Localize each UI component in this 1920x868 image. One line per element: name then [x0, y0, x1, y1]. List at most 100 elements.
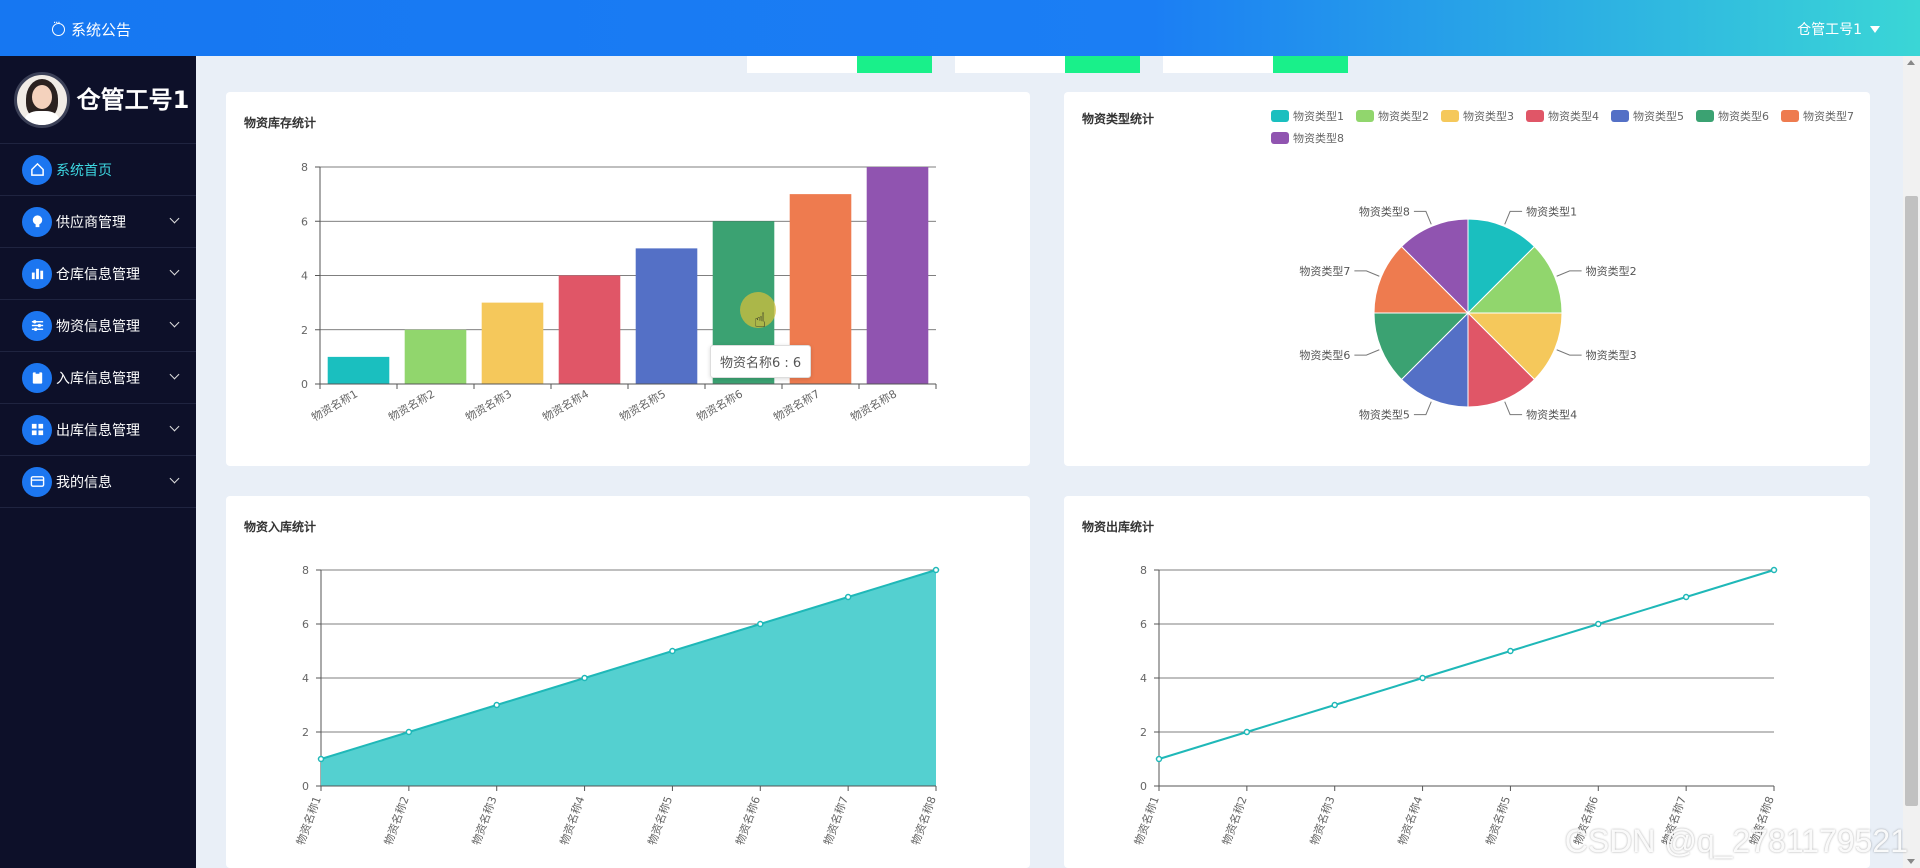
series-line	[1158, 569, 1775, 760]
sidebar-nav: 系统首页供应商管理仓库信息管理物资信息管理入库信息管理出库信息管理我的信息	[0, 144, 196, 508]
profile-name: 仓管工号1	[76, 85, 190, 114]
x-tick-label: 物资名称4	[540, 386, 591, 424]
data-point[interactable]	[317, 755, 325, 763]
x-tick-label: 物资名称2	[386, 386, 437, 424]
scroll-down-icon[interactable]	[1907, 859, 1915, 864]
x-tick-label: 物资名称7	[771, 386, 822, 424]
pie-slice[interactable]	[1467, 218, 1536, 315]
data-point[interactable]	[669, 647, 676, 655]
sidebar-item-label: 供应商管理	[56, 214, 126, 231]
pie-slice[interactable]	[1373, 312, 1470, 381]
legend-item[interactable]: 物资类型5	[1611, 109, 1684, 123]
bar[interactable]	[481, 302, 544, 384]
y-tick-label: 2	[301, 324, 308, 337]
system-notice-label: 系统公告	[71, 21, 132, 39]
avatar	[14, 71, 70, 128]
legend-item[interactable]: 物资类型3	[1441, 109, 1514, 123]
sidebar-item[interactable]: 入库信息管理	[0, 352, 196, 404]
data-point[interactable]	[844, 593, 852, 601]
pie-slice[interactable]	[1400, 218, 1469, 315]
pie-slice[interactable]	[1467, 311, 1536, 408]
pie-slice[interactable]	[1373, 245, 1470, 314]
x-tick-label: 物资名称1	[309, 386, 360, 424]
data-point[interactable]	[493, 701, 500, 709]
legend-item[interactable]: 物资类型7	[1781, 109, 1854, 123]
pie-label: 物资类型7	[1299, 264, 1350, 278]
x-tick-label: 物资名称4	[557, 794, 588, 847]
data-point[interactable]	[1331, 701, 1338, 709]
bar[interactable]	[635, 248, 698, 384]
legend-item[interactable]: 物资类型1	[1271, 109, 1344, 123]
y-tick-label: 4	[301, 270, 308, 283]
data-point[interactable]	[581, 674, 588, 682]
sidebar-item-label: 系统首页	[56, 162, 112, 179]
scrollbar-thumb[interactable]	[1905, 196, 1918, 806]
legend-swatch	[1526, 110, 1544, 122]
pie-label: 物资类型4	[1526, 408, 1577, 422]
bar-chart-icon	[22, 258, 52, 289]
inventory-chart-title: 物资库存统计	[244, 116, 317, 130]
system-notice-link[interactable]: 系统公告	[52, 18, 132, 40]
legend-item[interactable]: 物资类型2	[1356, 109, 1429, 123]
bulb-icon	[22, 206, 52, 237]
data-point[interactable]	[932, 566, 940, 574]
sidebar-item[interactable]: 物资信息管理	[0, 300, 196, 352]
legend-swatch	[1781, 110, 1799, 122]
data-point[interactable]	[405, 728, 413, 736]
legend-label: 物资类型2	[1378, 109, 1429, 123]
sidebar-item-label: 出库信息管理	[56, 422, 140, 439]
pie-label-line	[1504, 401, 1523, 416]
sliders-icon	[22, 310, 52, 341]
legend-label: 物资类型4	[1548, 109, 1599, 123]
outbound-chart-title: 物资出库统计	[1082, 520, 1155, 534]
legend-label: 物资类型7	[1803, 109, 1854, 123]
data-point[interactable]	[1419, 674, 1426, 682]
x-tick-label: 物资名称1	[293, 794, 324, 847]
legend-swatch	[1611, 110, 1629, 122]
pie-label: 物资类型2	[1586, 264, 1637, 278]
sidebar-item[interactable]: 出库信息管理	[0, 404, 196, 456]
sidebar-item[interactable]: 系统首页	[0, 144, 196, 196]
data-point[interactable]	[1595, 620, 1602, 628]
data-point[interactable]	[757, 620, 764, 628]
data-point[interactable]	[1507, 647, 1514, 655]
user-menu[interactable]: 仓管工号1	[1797, 19, 1880, 39]
data-point[interactable]	[1770, 566, 1778, 574]
sidebar-item[interactable]: 仓库信息管理	[0, 248, 196, 300]
caret-down-icon	[1870, 25, 1880, 33]
page-scrollbar[interactable]	[1903, 56, 1920, 868]
x-tick-label: 物资名称5	[617, 386, 668, 424]
bar[interactable]	[866, 167, 929, 384]
inbound-chart-title: 物资入库统计	[244, 520, 317, 534]
x-tick-label: 物资名称5	[645, 794, 676, 847]
pie-label-line	[1413, 401, 1432, 416]
data-point[interactable]	[1243, 728, 1251, 736]
hover-highlight	[740, 292, 776, 328]
bar[interactable]	[327, 356, 390, 384]
outbound-chart-card: 物资出库统计 0 2 4 6 8 物资名称1 物资名称2 物资名称3 物资名称4 物资名称5 物资名…	[1064, 496, 1870, 868]
legend-item[interactable]: 物资类型6	[1696, 109, 1769, 123]
message-icon	[52, 18, 65, 36]
sidebar-item-label: 物资信息管理	[56, 318, 140, 335]
sidebar-item[interactable]: 供应商管理	[0, 196, 196, 248]
legend-item[interactable]: 物资类型4	[1526, 109, 1599, 123]
y-tick-label: 4	[1140, 672, 1147, 685]
bar[interactable]	[558, 275, 621, 385]
chevron-down-icon	[169, 421, 180, 432]
scroll-up-icon[interactable]	[1907, 60, 1915, 65]
sidebar-item[interactable]: 我的信息	[0, 456, 196, 508]
legend-swatch	[1441, 110, 1459, 122]
pie-label: 物资类型5	[1359, 408, 1410, 422]
pie-slice[interactable]	[1466, 245, 1563, 314]
pie-label-line	[1556, 270, 1582, 277]
bar-tooltip: 物资名称6 : 6	[710, 345, 812, 378]
pie-slice[interactable]	[1400, 311, 1469, 408]
pie-label-line	[1504, 210, 1523, 225]
data-point[interactable]	[1682, 593, 1690, 601]
grid-icon	[22, 414, 52, 445]
data-point[interactable]	[1155, 755, 1163, 763]
bar[interactable]	[404, 329, 467, 384]
legend-item[interactable]: 物资类型8	[1271, 131, 1344, 145]
pie-slice[interactable]	[1466, 312, 1563, 381]
